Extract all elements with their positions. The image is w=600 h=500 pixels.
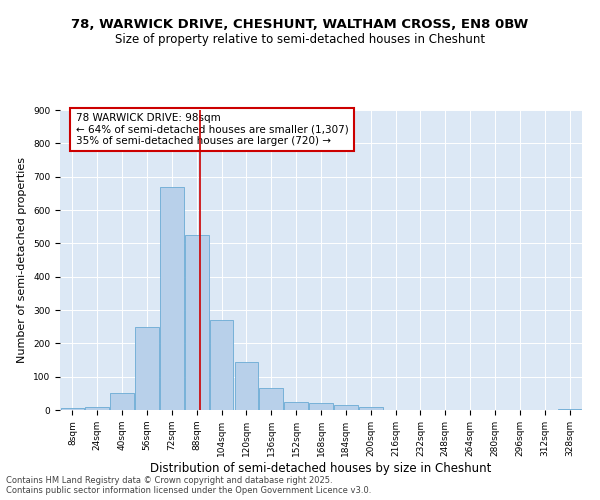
- Text: Contains HM Land Registry data © Crown copyright and database right 2025.
Contai: Contains HM Land Registry data © Crown c…: [6, 476, 371, 495]
- Bar: [334, 405, 358, 410]
- X-axis label: Distribution of semi-detached houses by size in Cheshunt: Distribution of semi-detached houses by …: [151, 462, 491, 474]
- Bar: [259, 388, 283, 410]
- Bar: [284, 402, 308, 410]
- Bar: [309, 404, 333, 410]
- Text: 78, WARWICK DRIVE, CHESHUNT, WALTHAM CROSS, EN8 0BW: 78, WARWICK DRIVE, CHESHUNT, WALTHAM CRO…: [71, 18, 529, 30]
- Bar: [210, 320, 233, 410]
- Bar: [110, 394, 134, 410]
- Text: 78 WARWICK DRIVE: 98sqm
← 64% of semi-detached houses are smaller (1,307)
35% of: 78 WARWICK DRIVE: 98sqm ← 64% of semi-de…: [76, 113, 349, 146]
- Y-axis label: Number of semi-detached properties: Number of semi-detached properties: [17, 157, 28, 363]
- Bar: [135, 326, 159, 410]
- Bar: [61, 408, 84, 410]
- Bar: [359, 406, 383, 410]
- Text: Size of property relative to semi-detached houses in Cheshunt: Size of property relative to semi-detach…: [115, 32, 485, 46]
- Bar: [185, 235, 209, 410]
- Bar: [85, 406, 109, 410]
- Bar: [235, 362, 258, 410]
- Bar: [160, 186, 184, 410]
